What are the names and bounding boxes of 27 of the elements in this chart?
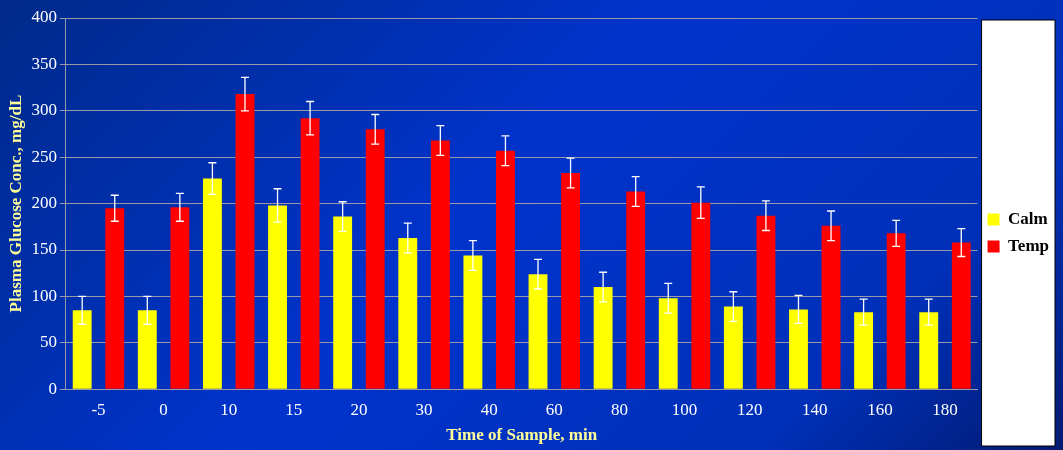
x-tick-label: 30 xyxy=(415,399,433,419)
x-tick-label: 15 xyxy=(285,399,303,419)
x-tick-label: 140 xyxy=(802,399,828,419)
x-tick-label: 120 xyxy=(736,399,763,419)
x-tick-label: 160 xyxy=(867,399,893,419)
y-tick-label: 250 xyxy=(31,146,57,166)
y-tick-label: 50 xyxy=(39,332,57,352)
legend-label: Calm xyxy=(1008,208,1048,228)
y-tick-label: 400 xyxy=(31,7,57,27)
y-axis-title: Plasma Glucose Conc., mg/dL xyxy=(5,94,25,313)
x-tick-label: 20 xyxy=(350,399,368,419)
x-tick-label: 0 xyxy=(159,399,168,419)
y-tick-label: 100 xyxy=(31,285,57,305)
x-tick-label: -5 xyxy=(91,399,106,419)
legend-label: Temp xyxy=(1008,235,1050,255)
x-tick-label: 100 xyxy=(671,399,698,419)
x-tick-label: 80 xyxy=(610,399,628,419)
x-tick-label: 60 xyxy=(545,399,563,419)
x-axis-title: Time of Sample, min xyxy=(446,425,598,445)
y-tick-label: 0 xyxy=(48,378,57,398)
y-tick-label: 200 xyxy=(31,193,57,213)
x-tick-label: 40 xyxy=(480,399,498,419)
y-tick-label: 150 xyxy=(31,239,57,259)
x-tick-label: 10 xyxy=(220,399,238,419)
y-tick-label: 350 xyxy=(31,53,57,73)
x-tick-label: 180 xyxy=(932,399,958,419)
y-tick-label: 300 xyxy=(31,100,57,120)
